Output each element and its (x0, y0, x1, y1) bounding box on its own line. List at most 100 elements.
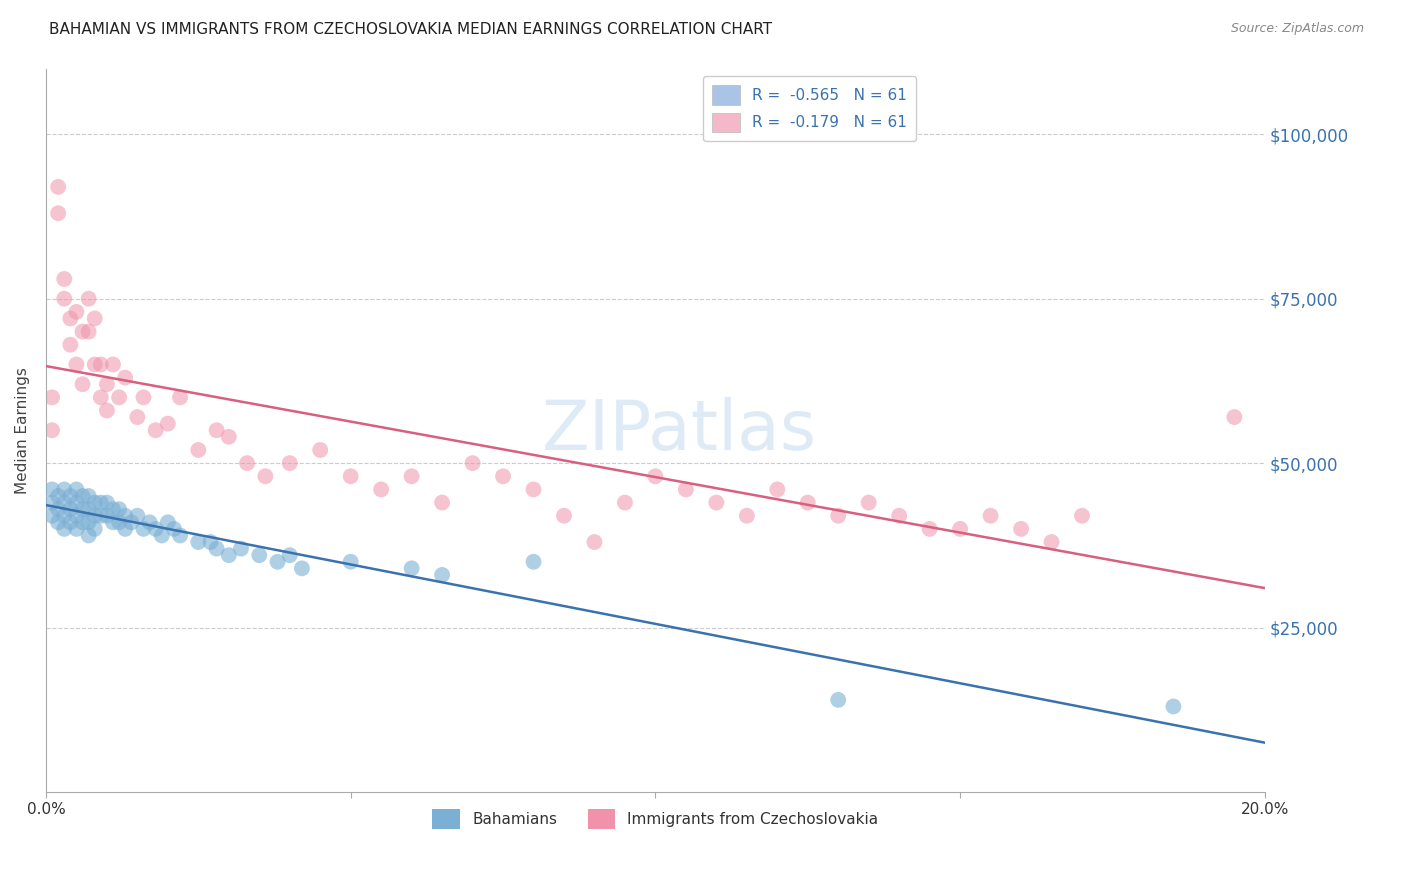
Text: BAHAMIAN VS IMMIGRANTS FROM CZECHOSLOVAKIA MEDIAN EARNINGS CORRELATION CHART: BAHAMIAN VS IMMIGRANTS FROM CZECHOSLOVAK… (49, 22, 772, 37)
Point (72, 377, 94, 392)
Point (169, 390, 191, 404)
Point (492, 469, 515, 483)
Point (156, 516, 179, 530)
Point (613, 495, 636, 509)
Point (278, 456, 301, 470)
Point (108, 390, 131, 404)
Point (77, 502, 100, 516)
Point (83, 311, 105, 326)
Point (46, 180, 69, 194)
Point (59, 337, 82, 351)
Point (401, 469, 423, 483)
Point (53, 483, 76, 497)
Point (236, 456, 259, 470)
Point (1163, 699, 1185, 714)
Point (187, 535, 209, 549)
Point (132, 390, 155, 404)
Point (675, 483, 697, 497)
Point (218, 430, 240, 444)
Point (200, 535, 222, 549)
Point (65, 495, 87, 509)
Point (90, 358, 112, 372)
Point (41, 390, 63, 404)
Y-axis label: Median Earnings: Median Earnings (15, 367, 30, 493)
Point (72, 516, 94, 530)
Point (247, 548, 270, 562)
Point (644, 469, 666, 483)
Point (127, 508, 149, 523)
Point (83, 522, 105, 536)
Point (254, 469, 277, 483)
Point (522, 483, 544, 497)
Point (96, 403, 118, 417)
Point (108, 516, 131, 530)
Point (401, 561, 423, 575)
Point (77, 489, 100, 503)
Point (827, 693, 849, 707)
Point (72, 489, 94, 503)
Point (138, 516, 160, 530)
Point (120, 516, 142, 530)
Point (704, 495, 727, 509)
Point (59, 502, 82, 516)
Point (918, 522, 941, 536)
Point (46, 502, 69, 516)
Point (59, 489, 82, 503)
Point (53, 272, 76, 286)
Point (65, 483, 87, 497)
Point (53, 495, 76, 509)
Point (553, 508, 575, 523)
Point (150, 528, 173, 542)
Point (370, 483, 392, 497)
Point (46, 516, 69, 530)
Point (114, 522, 136, 536)
Point (145, 423, 167, 437)
Point (229, 541, 252, 556)
Point (65, 508, 87, 523)
Point (309, 442, 332, 457)
Point (77, 528, 100, 542)
Point (205, 423, 228, 437)
Point (46, 206, 69, 220)
Point (766, 483, 789, 497)
Point (827, 508, 849, 523)
Point (90, 495, 112, 509)
Point (46, 489, 69, 503)
Point (1040, 535, 1063, 549)
Point (461, 456, 484, 470)
Point (72, 502, 94, 516)
Point (980, 508, 1002, 523)
Point (41, 423, 63, 437)
Point (96, 377, 118, 392)
Point (65, 522, 87, 536)
Point (53, 508, 76, 523)
Point (72, 325, 94, 339)
Point (163, 522, 186, 536)
Point (1071, 508, 1094, 523)
Point (858, 495, 880, 509)
Point (889, 508, 911, 523)
Point (96, 508, 118, 523)
Point (205, 541, 228, 556)
Text: Source: ZipAtlas.com: Source: ZipAtlas.com (1230, 22, 1364, 36)
Point (108, 502, 131, 516)
Point (96, 495, 118, 509)
Point (735, 508, 758, 523)
Point (522, 555, 544, 569)
Point (291, 561, 314, 575)
Point (90, 390, 112, 404)
Point (1010, 522, 1032, 536)
Point (266, 555, 288, 569)
Point (430, 568, 453, 582)
Point (59, 311, 82, 326)
Point (59, 516, 82, 530)
Point (145, 522, 167, 536)
Legend: Bahamians, Immigrants from Czechoslovakia: Bahamians, Immigrants from Czechoslovaki… (426, 803, 884, 835)
Point (218, 548, 240, 562)
Point (797, 495, 820, 509)
Point (114, 370, 136, 384)
Point (132, 522, 155, 536)
Point (1223, 410, 1246, 425)
Point (156, 417, 179, 431)
Point (90, 508, 112, 523)
